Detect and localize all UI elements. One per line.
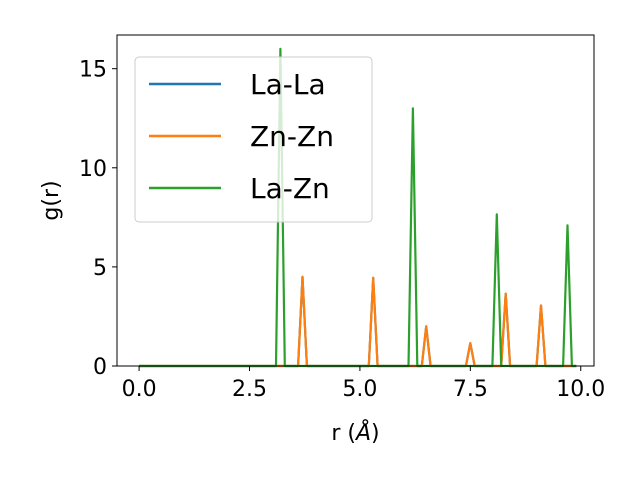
legend-label-la-zn: La-Zn [250, 172, 330, 205]
y-tick-label: 0 [93, 355, 107, 380]
legend-box [134, 56, 373, 223]
plot-area-frame [116, 34, 595, 367]
y-tick-label: 15 [79, 58, 107, 83]
x-axis-label: r (Å) [331, 419, 379, 446]
x-tick-label: 10.0 [556, 377, 605, 402]
legend-label-zn-zn: Zn-Zn [250, 120, 334, 153]
y-tick-label: 5 [93, 256, 107, 281]
x-tick-label: 2.5 [232, 377, 267, 402]
y-axis-ticks: 0 5 10 15 [79, 58, 117, 380]
y-tick-label: 10 [79, 157, 107, 182]
x-tick-label: 7.5 [453, 377, 488, 402]
legend: La-La Zn-Zn La-Zn [134, 56, 373, 223]
series-line-la-la [139, 275, 577, 368]
series-line-zn-zn [139, 275, 577, 368]
x-axis-ticks: 0.0 2.5 5.0 7.5 10.0 [122, 366, 605, 402]
x-tick-label: 5.0 [342, 377, 377, 402]
y-axis-label: g(r) [39, 180, 64, 220]
legend-label-la-la: La-La [250, 68, 326, 101]
x-tick-label: 0.0 [122, 377, 157, 402]
